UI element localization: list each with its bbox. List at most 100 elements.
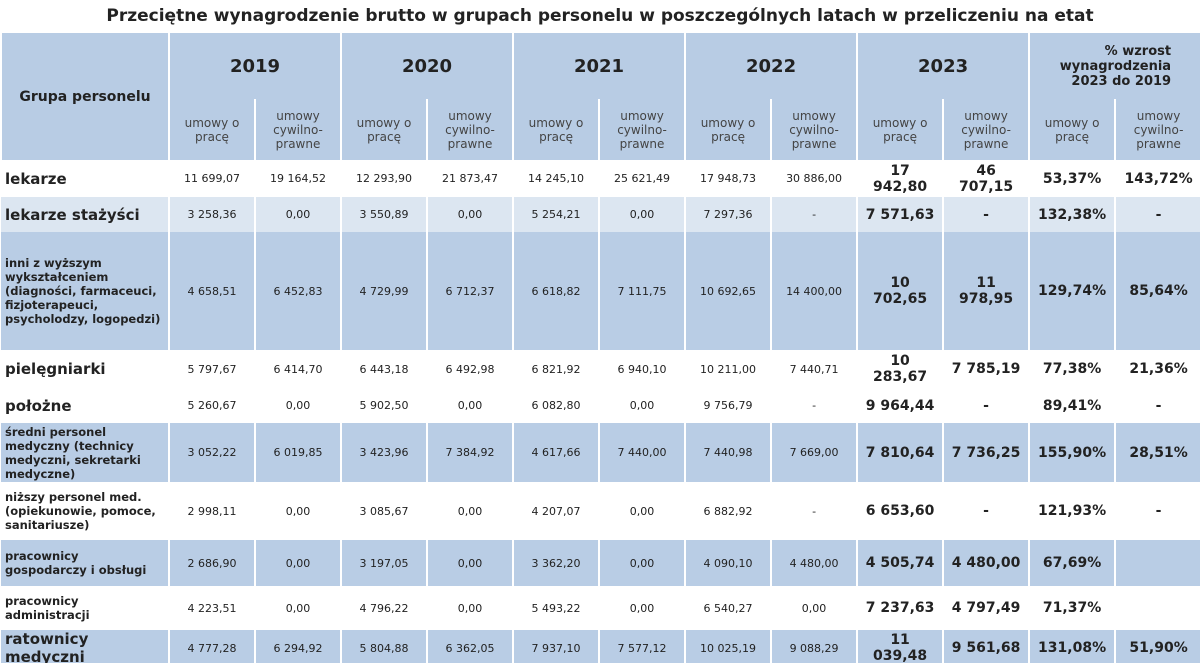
highlight-cell: 132,38% xyxy=(1028,197,1116,232)
group-name: średni personel medyczny (technicy medyc… xyxy=(1,423,169,482)
data-row: średni personel medyczny (technicy medyc… xyxy=(1,423,1200,482)
highlight-cell: 9 561,68 xyxy=(942,630,1030,663)
highlight-cell: 4 505,74 xyxy=(856,540,944,586)
value-cell: 5 797,67 xyxy=(168,350,255,388)
value-cell: 5 493,22 xyxy=(512,586,600,630)
value-cell: 3 085,67 xyxy=(340,482,428,540)
value-cell: 6 712,37 xyxy=(426,232,514,350)
value-cell: 4 729,99 xyxy=(340,232,428,350)
value-cell: 0,00 xyxy=(253,388,342,423)
value-cell: 3 052,22 xyxy=(168,423,255,482)
value-cell: 6 443,18 xyxy=(340,350,428,388)
value-cell: 14 245,10 xyxy=(512,160,600,197)
value-cell: 7 297,36 xyxy=(684,197,772,232)
highlight-cell: 77,38% xyxy=(1028,350,1116,388)
highlight-cell: - xyxy=(942,388,1030,423)
value-cell: 4 223,51 xyxy=(168,586,255,630)
highlight-cell: 7 810,64 xyxy=(856,423,944,482)
highlight-cell: 11 039,48 xyxy=(856,630,944,663)
highlight-cell xyxy=(1114,540,1200,586)
value-cell: 9 088,29 xyxy=(770,630,858,663)
value-cell: 7 577,12 xyxy=(598,630,686,663)
data-row: pielęgniarki 5 797,67 6 414,70 6 443,18 6 49… xyxy=(1,350,1200,388)
highlight-cell: 71,37% xyxy=(1028,586,1116,630)
group-name: pielęgniarki xyxy=(1,350,169,388)
highlight-cell: 51,90% xyxy=(1114,630,1200,663)
highlight-cell: 129,74% xyxy=(1028,232,1116,350)
value-cell: 0,00 xyxy=(253,586,342,630)
contract-type-header: umowy o pracę xyxy=(1028,99,1116,160)
value-cell: 4 658,51 xyxy=(168,232,255,350)
value-cell: 14 400,00 xyxy=(770,232,858,350)
value-cell: 0,00 xyxy=(598,586,686,630)
value-cell: 6 492,98 xyxy=(426,350,514,388)
value-cell: 3 423,96 xyxy=(340,423,428,482)
data-row: pracownicy administracji 4 223,51 0,00 4 79… xyxy=(1,586,1200,630)
table-body: lekarze 11 699,07 19 164,52 12 293,90 21 873… xyxy=(1,160,1200,663)
value-cell: 6 618,82 xyxy=(512,232,600,350)
header-row: Grupa personelu 2019 2020 2021 2022 2023% wzr… xyxy=(0,33,1200,160)
value-cell: - xyxy=(770,482,858,540)
value-cell: 2 998,11 xyxy=(168,482,255,540)
value-cell: 0,00 xyxy=(598,540,686,586)
group-name: niższy personel med. (opiekunowie, pomoc… xyxy=(1,482,169,540)
value-cell: 5 902,50 xyxy=(340,388,428,423)
contract-type-header: umowy o pracę xyxy=(684,99,772,160)
value-cell: 4 207,07 xyxy=(512,482,600,540)
highlight-cell: 4 480,00 xyxy=(942,540,1030,586)
value-cell: 7 440,71 xyxy=(770,350,858,388)
table-title: Przeciętne wynagrodzenie brutto w grupac… xyxy=(106,6,1094,26)
contract-type-header: umowy cywilno-prawne xyxy=(426,99,514,160)
highlight-cell: 10 702,65 xyxy=(856,232,944,350)
data-row: lekarze 11 699,07 19 164,52 12 293,90 21 873… xyxy=(1,160,1200,197)
value-cell: 7 669,00 xyxy=(770,423,858,482)
highlight-cell: 28,51% xyxy=(1114,423,1200,482)
highlight-cell: 7 736,25 xyxy=(942,423,1030,482)
highlight-cell xyxy=(1114,586,1200,630)
data-row: ratownicy medyczni 4 777,28 6 294,92 5 804,… xyxy=(1,630,1200,663)
value-cell: 19 164,52 xyxy=(253,160,342,197)
highlight-cell: 4 797,49 xyxy=(942,586,1030,630)
value-cell: 5 254,21 xyxy=(512,197,600,232)
value-cell: 17 948,73 xyxy=(684,160,772,197)
group-header: Grupa personelu xyxy=(0,33,169,160)
contract-type-header: umowy cywilno-prawne xyxy=(770,99,858,160)
value-cell: 6 082,80 xyxy=(512,388,600,423)
value-cell: 6 019,85 xyxy=(253,423,342,482)
contract-type-header: umowy cywilno-prawne xyxy=(598,99,686,160)
year-header: 2022 xyxy=(684,33,858,99)
value-cell: 2 686,90 xyxy=(168,540,255,586)
value-cell: 6 362,05 xyxy=(426,630,514,663)
data-row: położne 5 260,67 0,00 5 902,50 0,00 6 082,80 0… xyxy=(1,388,1200,423)
value-cell: 0,00 xyxy=(253,482,342,540)
highlight-cell: 131,08% xyxy=(1028,630,1116,663)
value-cell: 7 440,98 xyxy=(684,423,772,482)
contract-type-header: umowy cywilno-prawne xyxy=(942,99,1030,160)
value-cell: 6 414,70 xyxy=(253,350,342,388)
value-cell: 4 617,66 xyxy=(512,423,600,482)
highlight-cell: 7 571,63 xyxy=(856,197,944,232)
value-cell: 0,00 xyxy=(598,197,686,232)
year-header: 2020 xyxy=(340,33,514,99)
group-name: lekarze xyxy=(1,160,169,197)
group-name: pracownicy gospodarczy i obsługi xyxy=(1,540,169,586)
year-header: 2019 xyxy=(167,33,342,99)
highlight-cell: 46 707,15 xyxy=(942,160,1030,197)
table-header: Grupa personelu 2019 2020 2021 2022 2023% wzr… xyxy=(0,33,1200,160)
value-cell: 5 804,88 xyxy=(340,630,428,663)
value-cell: 6 882,92 xyxy=(684,482,772,540)
value-cell: 30 886,00 xyxy=(770,160,858,197)
value-cell: 21 873,47 xyxy=(426,160,514,197)
highlight-cell: 85,64% xyxy=(1114,232,1200,350)
data-row: inni z wyższym wykształceniem (diagności… xyxy=(1,232,1200,350)
value-cell: 3 197,05 xyxy=(340,540,428,586)
value-cell: 10 025,19 xyxy=(684,630,772,663)
value-cell: 6 294,92 xyxy=(253,630,342,663)
value-cell: 0,00 xyxy=(426,197,514,232)
highlight-cell: - xyxy=(942,197,1030,232)
value-cell: 4 480,00 xyxy=(770,540,858,586)
highlight-cell: 121,93% xyxy=(1028,482,1116,540)
highlight-cell: 67,69% xyxy=(1028,540,1116,586)
value-cell: 6 452,83 xyxy=(253,232,342,350)
